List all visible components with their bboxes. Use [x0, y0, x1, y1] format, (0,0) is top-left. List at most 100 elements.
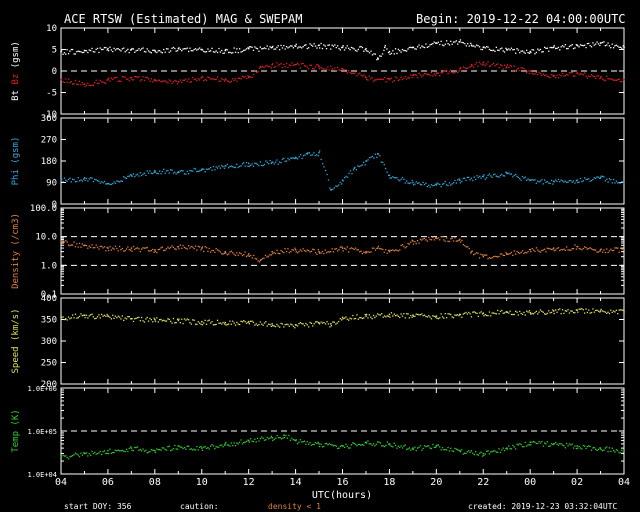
data-point — [141, 48, 143, 50]
data-point — [154, 451, 157, 454]
data-point — [342, 318, 344, 320]
data-value-point — [576, 44, 578, 46]
data-point — [248, 165, 250, 167]
data-point — [408, 182, 410, 185]
data-point — [374, 79, 376, 81]
data-point — [146, 170, 148, 172]
data-point — [161, 170, 163, 173]
data-point — [87, 455, 89, 457]
data-point — [284, 66, 286, 68]
data-point — [124, 76, 126, 78]
data-point — [604, 45, 606, 47]
data-point — [345, 175, 347, 177]
data-point — [185, 48, 187, 50]
data-point — [597, 43, 600, 45]
data-point — [288, 159, 290, 161]
data-point — [308, 47, 310, 49]
y-axis-label-density: Density (/cm3) — [11, 213, 21, 289]
data-point — [164, 172, 166, 174]
data-point — [167, 169, 169, 172]
data-value-point — [341, 68, 344, 70]
data-point — [550, 73, 553, 76]
data-point — [258, 323, 260, 326]
data-point — [418, 314, 420, 316]
data-point — [233, 166, 235, 169]
data-point — [343, 247, 346, 249]
data-point — [74, 53, 77, 55]
data-point — [455, 182, 457, 184]
data-point — [401, 78, 404, 81]
data-point — [440, 40, 442, 42]
data-point — [197, 449, 199, 451]
data-point — [193, 448, 195, 450]
data-point — [78, 242, 81, 245]
data-point — [295, 251, 297, 253]
data-point — [119, 49, 121, 51]
data-point — [146, 452, 148, 454]
data-point — [181, 318, 183, 320]
data-point — [146, 48, 148, 50]
data-point — [298, 64, 300, 66]
data-point — [167, 446, 169, 448]
data-point — [346, 246, 348, 248]
data-point — [157, 321, 159, 323]
data-point — [120, 249, 122, 251]
data-point — [175, 80, 177, 82]
data-point — [524, 176, 526, 178]
data-point — [157, 173, 159, 175]
data-point — [585, 75, 587, 77]
data-point — [370, 251, 372, 253]
data-point — [283, 326, 285, 328]
data-point — [257, 71, 259, 73]
data-point — [156, 80, 158, 82]
data-point — [283, 436, 286, 439]
data-point — [611, 43, 613, 45]
data-point — [266, 325, 268, 327]
data-point — [208, 50, 210, 52]
data-point — [608, 178, 611, 180]
data-point — [241, 163, 244, 165]
data-point — [351, 173, 353, 175]
data-point — [234, 445, 237, 447]
data-point — [107, 452, 110, 455]
data-point — [258, 165, 260, 167]
data-point — [538, 181, 540, 183]
data-point — [304, 154, 306, 156]
data-point — [350, 318, 353, 320]
data-point — [67, 78, 70, 80]
data-point — [346, 176, 349, 178]
data-point — [611, 78, 613, 81]
data-point — [546, 312, 548, 314]
data-point — [285, 46, 288, 48]
data-point — [128, 51, 130, 54]
data-point — [110, 183, 112, 185]
data-point — [356, 314, 358, 316]
data-point — [319, 445, 321, 448]
data-point — [168, 318, 170, 321]
data-value-point — [599, 447, 602, 449]
data-point — [174, 322, 176, 324]
data-point — [555, 249, 557, 251]
data-value-point — [459, 313, 461, 316]
data-point — [245, 322, 248, 324]
data-point — [127, 450, 129, 453]
data-point — [423, 314, 426, 316]
data-point — [203, 168, 205, 170]
data-point — [475, 44, 478, 46]
data-point — [532, 313, 535, 315]
data-value-point — [271, 437, 273, 439]
data-point — [499, 310, 502, 313]
data-point — [228, 444, 230, 446]
data-point — [545, 74, 547, 76]
data-point — [452, 41, 455, 43]
data-point — [106, 49, 108, 51]
data-point — [190, 50, 192, 52]
data-point — [119, 181, 121, 183]
data-point — [484, 254, 486, 256]
data-point — [225, 441, 227, 444]
data-point — [101, 181, 103, 183]
data-point — [497, 309, 499, 312]
data-point — [138, 316, 140, 318]
data-point — [392, 315, 394, 317]
data-value-point — [83, 177, 86, 179]
